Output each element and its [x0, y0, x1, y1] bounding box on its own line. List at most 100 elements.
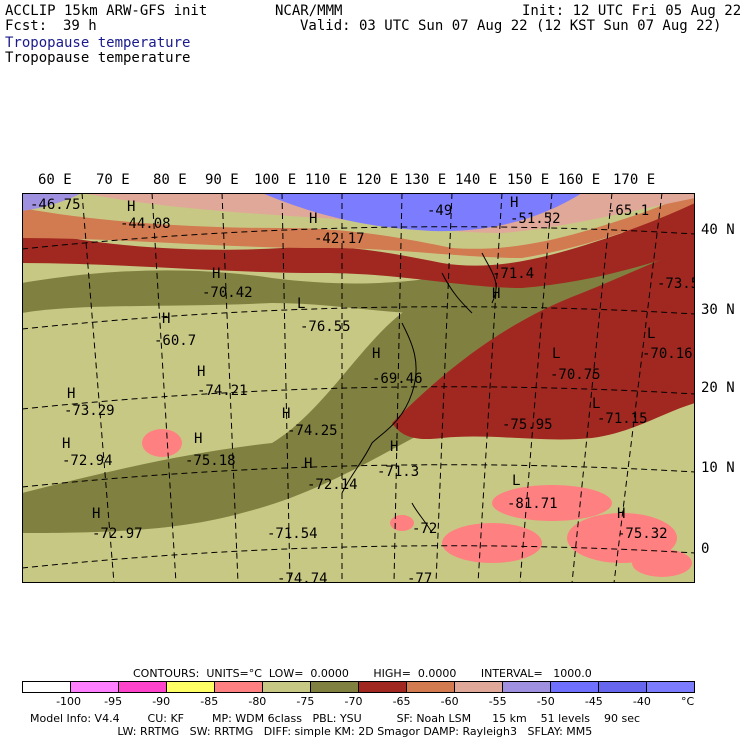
map-label: -75.18	[185, 453, 236, 469]
latitude-label: 10 N	[701, 460, 735, 476]
map-label: -73.29	[64, 403, 115, 419]
map-label: H	[492, 286, 500, 302]
longitude-gridline	[477, 193, 503, 583]
longitude-label: 170 E	[613, 172, 656, 188]
colorbar-swatch	[599, 682, 647, 692]
colorbar-tick-label: -85	[200, 695, 219, 708]
longitude-gridline	[81, 193, 115, 583]
longitude-label: 110 E	[305, 172, 348, 188]
colorbar-swatch	[215, 682, 263, 692]
longitude-label: 90 E	[205, 172, 239, 188]
map-label: L	[297, 296, 305, 312]
map-label: -49	[427, 203, 452, 219]
valid-time: Valid: 03 UTC Sun 07 Aug 22 (12 KST Sun …	[300, 18, 722, 34]
map-label: H	[194, 431, 202, 447]
coastline	[341, 252, 497, 534]
map-label: -46.75	[30, 197, 81, 213]
colorbar-tick-label: -75	[296, 695, 315, 708]
longitude-gridline	[393, 193, 403, 583]
map-label: -76.55	[300, 319, 351, 335]
map-frame	[22, 193, 695, 583]
colorbar-swatch	[407, 682, 455, 692]
cold-patch	[390, 515, 414, 531]
cold-patch	[442, 523, 542, 563]
map-label: -70.75	[550, 367, 601, 383]
map-label: -69.46	[372, 371, 423, 387]
init-time: Init: 12 UTC Fri 05 Aug 22	[522, 3, 740, 19]
longitude-gridline	[571, 193, 613, 583]
map-label: -42.17	[314, 231, 365, 247]
field-subtitle: Tropopause temperature	[5, 50, 191, 66]
map-label: -71.3	[377, 464, 419, 480]
map-label: H	[162, 311, 170, 327]
longitude-label: 70 E	[96, 172, 130, 188]
longitude-label: 140 E	[455, 172, 498, 188]
model-physics: LW: RRTMG SW: RRTMG DIFF: simple KM: 2D …	[30, 725, 593, 738]
map-label: -44.08	[120, 216, 171, 232]
map-label: H	[372, 346, 380, 362]
model-info: Model Info: V4.4 CU: KF MP: WDM 6class P…	[30, 712, 641, 725]
map-label: -81.71	[507, 496, 558, 512]
colorbar-swatch	[503, 682, 551, 692]
colorbar-tick-label: -60	[440, 695, 459, 708]
colorbar-tick-label: -65	[392, 695, 411, 708]
map-label: -51.52	[510, 211, 561, 227]
map-label: -75.95	[502, 417, 553, 433]
longitude-gridline	[519, 193, 553, 583]
longitude-label: 80 E	[153, 172, 187, 188]
colorbar-swatch	[71, 682, 119, 692]
colorbar-swatch	[119, 682, 167, 692]
longitude-label: 160 E	[558, 172, 601, 188]
shade-band-blue	[262, 193, 582, 232]
colorbar-swatch	[263, 682, 311, 692]
map-label: -75.32	[617, 526, 668, 542]
colorbar-swatch	[23, 682, 71, 692]
colorbar-swatch	[311, 682, 359, 692]
colorbar-tick-label: -50	[536, 695, 555, 708]
longitude-gridline	[613, 193, 663, 583]
cold-patch	[492, 485, 612, 521]
map-label: L	[512, 473, 520, 489]
map-label: H	[510, 195, 518, 211]
map-label: H	[127, 199, 135, 215]
colorbar-tick-label: -45	[584, 695, 603, 708]
latitude-label: 30 N	[701, 302, 735, 318]
colorbar-tick-label: -95	[104, 695, 123, 708]
map-label: -71.15	[597, 411, 648, 427]
map-label: H	[617, 506, 625, 522]
map-label: -74.25	[287, 423, 338, 439]
model-title: ACCLIP 15km ARW-GFS init	[5, 3, 208, 19]
map-label: -72.14	[307, 477, 358, 493]
map-label: H	[282, 406, 290, 422]
longitude-gridline	[281, 193, 291, 583]
colorbar-tick-label: -100	[56, 695, 82, 708]
map-label: H	[309, 211, 317, 227]
map-label: -77	[407, 571, 432, 583]
center-label: NCAR/MMM	[275, 3, 343, 19]
map-label: -72.97	[92, 526, 143, 542]
colorbar-swatch	[167, 682, 215, 692]
map-label: H	[62, 436, 70, 452]
map-label: -73.59	[657, 276, 695, 292]
shade-band-orange	[22, 193, 695, 258]
latitude-gridline	[22, 464, 695, 488]
latitude-label: 0	[701, 541, 710, 557]
longitude-label: 100 E	[254, 172, 297, 188]
map-label: -72.94	[62, 453, 113, 469]
fcst-label: Fcst:	[5, 18, 48, 34]
map-label: -65.1	[607, 203, 649, 219]
shade-band-red-south	[392, 248, 695, 440]
colorbar-tick-label: -40	[632, 695, 651, 708]
colorbar-tick-label: -70	[344, 695, 363, 708]
cold-patch	[142, 429, 182, 457]
latitude-gridline	[22, 545, 695, 569]
map-label: L	[552, 346, 560, 362]
latitude-label: 40 N	[701, 222, 735, 238]
colorbar-tick-label: -80	[248, 695, 267, 708]
latitude-gridline	[22, 226, 695, 250]
shade-corner	[22, 193, 82, 211]
map-label: -71.4	[492, 266, 534, 282]
colorbar	[22, 681, 695, 693]
map-label: H	[67, 386, 75, 402]
colorbar-swatch	[647, 682, 694, 692]
